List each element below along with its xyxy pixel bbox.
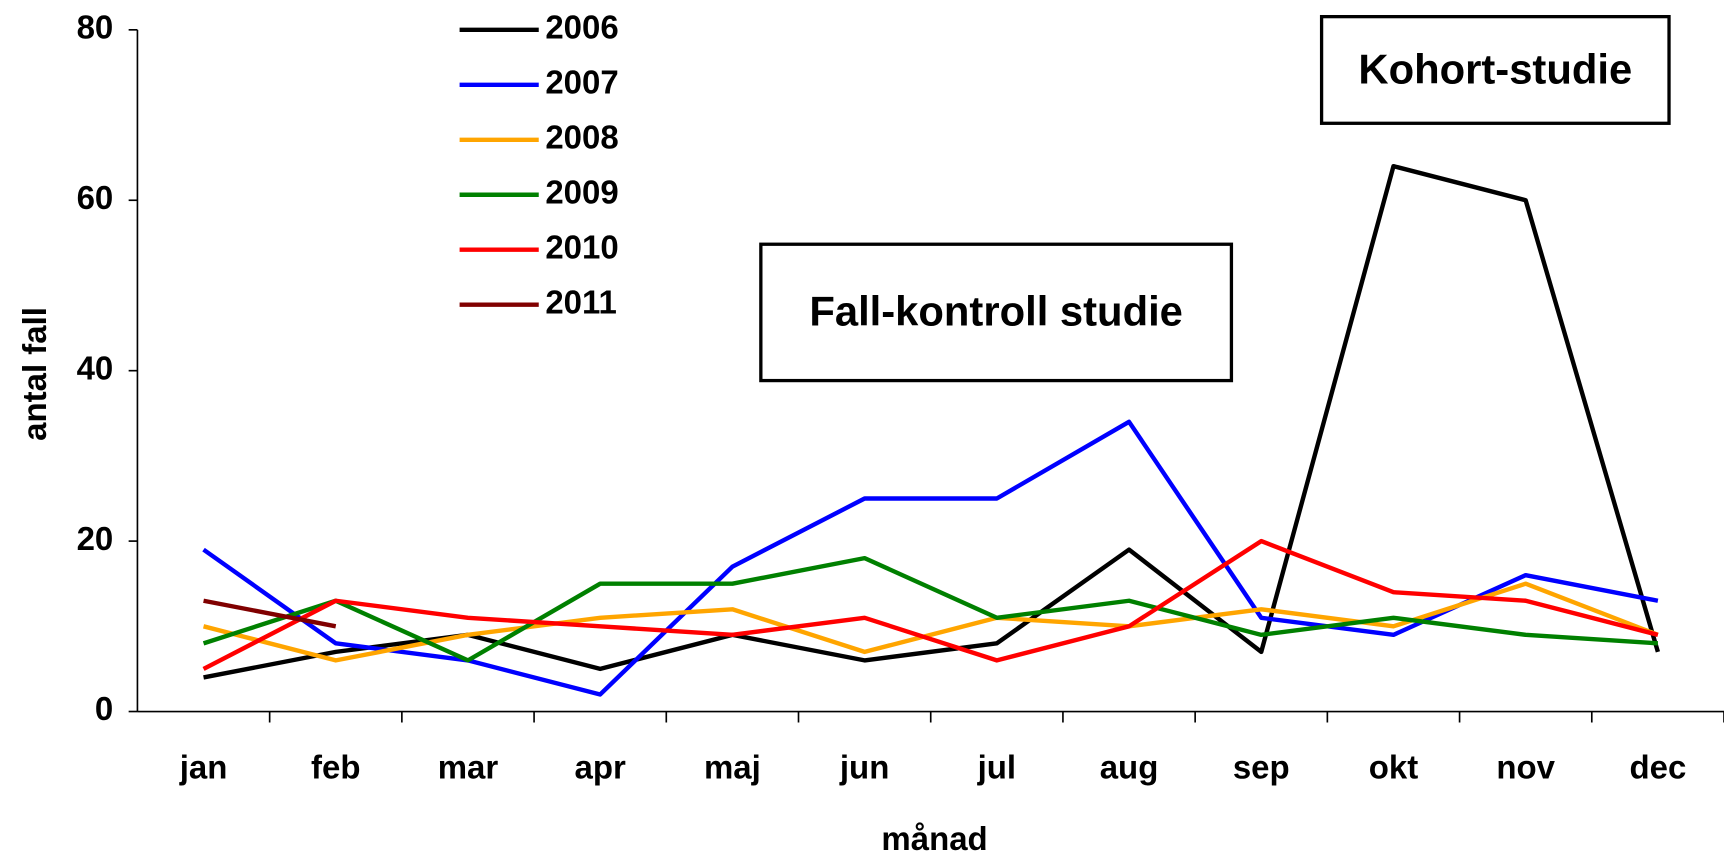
x-tick-label: mar: [438, 749, 499, 786]
legend-label: 2006: [545, 9, 618, 46]
legend-label: 2010: [545, 228, 618, 265]
x-tick-label: feb: [311, 749, 360, 786]
x-tick-label: apr: [575, 749, 626, 786]
y-axis-label: antal fall: [16, 307, 53, 441]
x-tick-label: jul: [977, 749, 1016, 786]
x-tick-label: aug: [1100, 749, 1159, 786]
x-axis-label: månad: [881, 820, 987, 857]
legend-label: 2011: [545, 283, 617, 320]
y-tick-label: 0: [95, 690, 113, 727]
series-line: [202, 538, 1659, 671]
annotation-box: [1319, 14, 1671, 125]
y-tick-label: 40: [77, 349, 114, 386]
x-tick-label: jun: [839, 749, 889, 786]
legend-label: 2009: [545, 173, 618, 210]
y-tick-label: 80: [77, 9, 114, 46]
x-tick-label: maj: [704, 749, 761, 786]
x-tick-label: okt: [1369, 749, 1418, 786]
x-tick-label: nov: [1496, 749, 1555, 786]
annotation: Fall-kontroll studie: [809, 288, 1183, 335]
x-tick-label: dec: [1629, 749, 1686, 786]
annotation: Kohort-studie: [1358, 46, 1632, 93]
annotation-box: [759, 242, 1234, 383]
y-tick-label: 60: [77, 179, 114, 216]
series-line: [202, 419, 1659, 697]
series-line: [202, 555, 1659, 663]
x-tick-label: sep: [1233, 749, 1290, 786]
series-line: [203, 598, 337, 629]
y-tick-label: 20: [77, 520, 114, 557]
legend-label: 2007: [545, 64, 618, 101]
x-tick-label: jan: [179, 749, 228, 786]
legend-label: 2008: [545, 119, 618, 156]
